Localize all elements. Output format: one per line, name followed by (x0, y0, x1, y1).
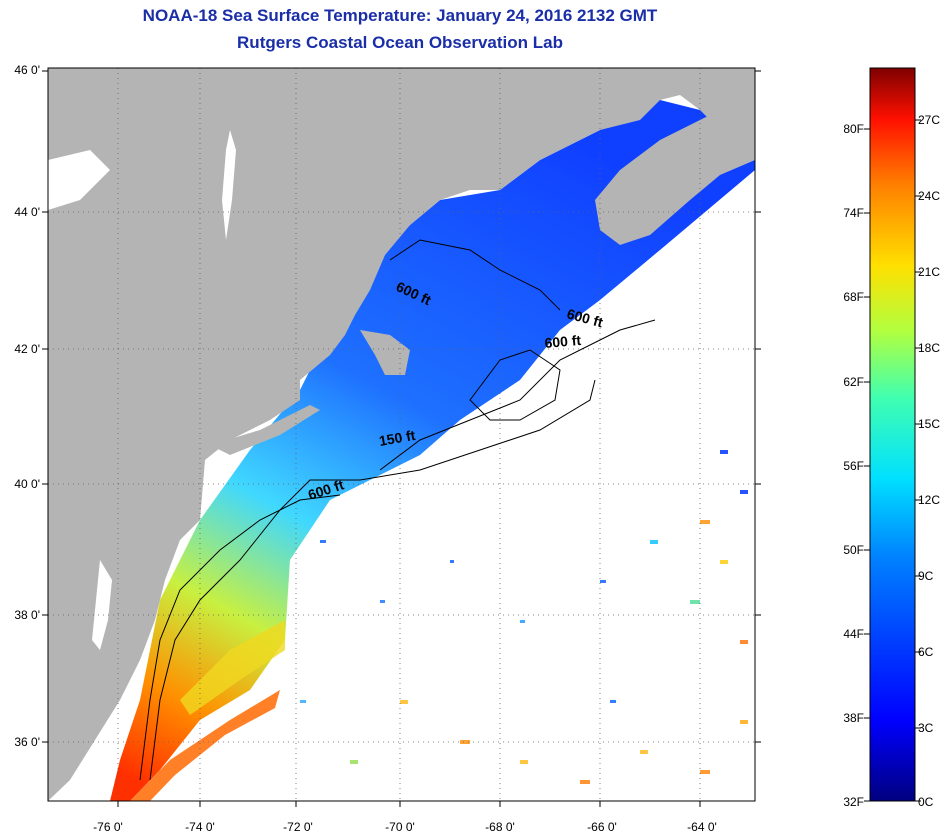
plot-frame (47, 67, 756, 802)
bathymetry-contours (139, 239, 656, 781)
lake-ontario (48, 150, 110, 210)
gulf-stream-yellow-band (180, 620, 285, 715)
gulf-stream-warm-band (130, 690, 280, 801)
axis-ticks (42, 70, 761, 807)
map-title: NOAA-18 Sea Surface Temperature: January… (142, 6, 658, 25)
lon-label-68: -68 0' (485, 820, 515, 834)
lon-label-64: -64 0' (687, 820, 717, 834)
colorbar-label-12c: 12C (918, 493, 941, 507)
delmarva-land (110, 540, 160, 690)
lake-champlain (222, 130, 236, 240)
colorbar-label-56f: 56F (843, 459, 864, 473)
colorbar-label-32f: 32F (843, 795, 864, 809)
colorbar-label-27c: 27C (918, 113, 941, 127)
colorbar-label-0c: 0C (918, 795, 934, 809)
lon-label-66: -66 0' (587, 820, 617, 834)
lon-label-72: -72 0' (283, 820, 313, 834)
colorbar-label-62f: 62F (843, 375, 864, 389)
colorbar-label-18c: 18C (918, 341, 941, 355)
shelf-water (110, 100, 755, 801)
lon-label-74: -74 0' (185, 820, 215, 834)
colorbar-label-74f: 74F (843, 206, 864, 220)
lat-label-36: 36 0' (14, 735, 40, 749)
lat-label-46: 46 0' (14, 63, 40, 77)
colorbar-label-24c: 24C (918, 189, 941, 203)
lat-label-38: 38 0' (14, 608, 40, 622)
lat-label-40: 40 0' (14, 477, 40, 491)
colorbar-label-38f: 38F (843, 711, 864, 725)
colorbar-label-6c: 6C (918, 645, 934, 659)
chesapeake-bay (92, 560, 112, 650)
colorbar-label-68f: 68F (843, 290, 864, 304)
contour-label-600ft-c: 600 ft (544, 332, 582, 351)
grid (48, 68, 755, 801)
lat-label-42: 42 0' (14, 342, 40, 356)
colorbar-ticks (864, 119, 921, 802)
nova-scotia-land (595, 110, 755, 245)
colorbar (869, 67, 916, 802)
north-america-land (48, 68, 755, 801)
colorbar-label-9c: 9C (918, 569, 934, 583)
lon-label-70: -70 0' (385, 820, 415, 834)
colorbar-label-3c: 3C (918, 721, 934, 735)
long-island-land (210, 405, 320, 455)
lat-label-44: 44 0' (14, 205, 40, 219)
colorbar-label-21c: 21C (918, 265, 941, 279)
colorbar-label-50f: 50F (843, 543, 864, 557)
cape-cod-land (360, 330, 410, 375)
colorbar-label-44f: 44F (843, 627, 864, 641)
colorbar-label-15c: 15C (918, 417, 941, 431)
colorbar-label-80f: 80F (843, 122, 864, 136)
offshore-speckles (300, 450, 748, 784)
map-subtitle: Rutgers Coastal Ocean Observation Lab (237, 33, 563, 52)
contour-label-150ft: 150 ft (378, 427, 417, 449)
lon-label-76: -76 0' (93, 820, 123, 834)
